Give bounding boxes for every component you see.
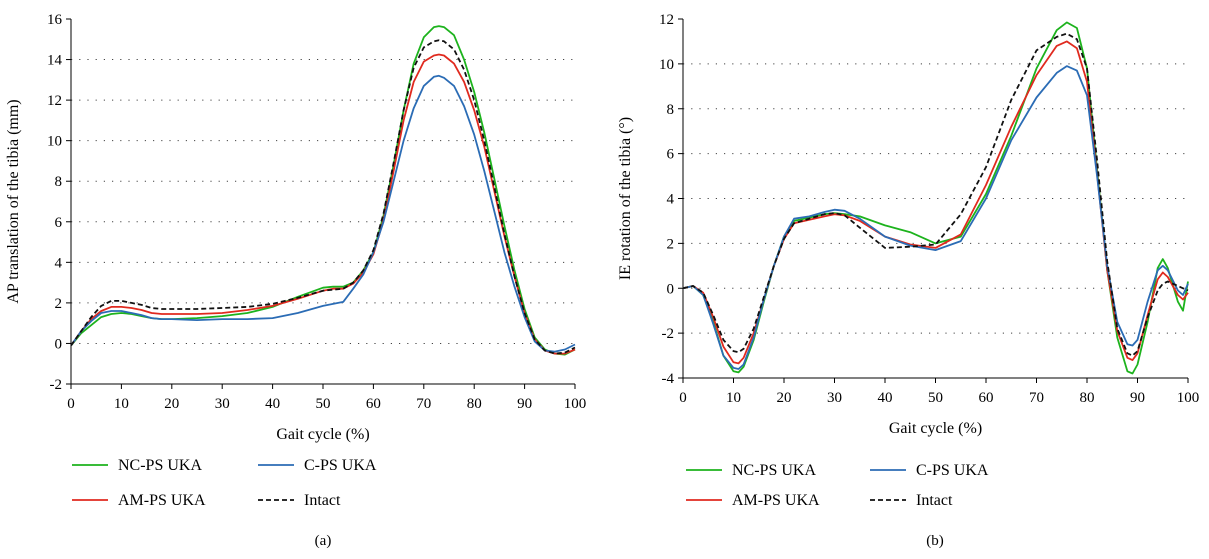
y-tick-label: 4 [667,192,675,208]
x-tick-label: 40 [265,396,280,412]
x-tick-label: 20 [164,396,179,412]
y-tick-label: 12 [47,93,62,109]
x-tick-label: 30 [215,396,230,412]
legend-label: AM-PS UKA [118,492,206,509]
legend-label: NC-PS UKA [732,462,816,479]
x-tick-label: 100 [1177,390,1200,406]
chart-panel-b: -4 -2 0 2 4 6 8 10 12 0 10 20 30 40 50 60 70 80 90 100 Gait … [617,12,1199,549]
y-tick-label: 2 [55,296,63,312]
legend-label: C-PS UKA [916,462,989,479]
y-tick-label: 12 [659,12,674,28]
y-tick-label: 2 [667,236,675,252]
panel-caption: (a) [315,533,332,549]
x-tick-label: 10 [114,396,129,412]
x-tick-label: 0 [679,390,687,406]
y-tick-label: -4 [662,371,675,387]
x-tick-label: 70 [1029,390,1044,406]
y-tick-label: 4 [55,255,63,271]
legend-label: AM-PS UKA [732,492,820,509]
x-tick-label: 80 [1080,390,1095,406]
y-tick-label: 6 [667,147,675,163]
y-axis-label: IE rotation of the tibia (°) [617,117,634,280]
y-tick-label: 0 [667,281,675,297]
series-line-c-ps-uka [682,65,1189,370]
x-tick-label: 90 [1130,390,1145,406]
series-line-nc-ps-uka [682,21,1189,375]
legend-label: Intact [304,492,341,509]
x-tick-label: 40 [878,390,893,406]
x-tick-label: 70 [416,396,431,412]
x-tick-label: 60 [979,390,994,406]
y-tick-label: 8 [55,174,63,190]
x-axis-label: Gait cycle (%) [276,426,369,443]
x-tick-label: 50 [928,390,943,406]
y-tick-label: 10 [659,57,674,73]
y-tick-label: 16 [47,12,63,28]
x-tick-label: 50 [316,396,331,412]
panel-caption: (b) [926,533,944,549]
y-axis-label: AP translation of the tibia (mm) [5,99,22,303]
x-tick-label: 0 [67,396,75,412]
x-tick-label: 80 [467,396,482,412]
x-tick-label: 10 [726,390,741,406]
y-tick-label: 14 [47,53,63,69]
y-tick-label: -2 [662,326,675,342]
y-tick-label: -2 [50,377,63,393]
legend-label: C-PS UKA [304,457,377,474]
x-tick-label: 30 [827,390,842,406]
x-tick-label: 20 [777,390,792,406]
y-tick-label: 0 [55,336,63,352]
x-tick-label: 100 [564,396,587,412]
series-line-intact [682,32,1189,357]
x-tick-label: 90 [517,396,532,412]
legend-label: Intact [916,492,953,509]
y-tick-label: 6 [55,215,63,231]
x-axis-label: Gait cycle (%) [889,420,982,437]
y-tick-label: 10 [47,134,62,150]
x-tick-label: 60 [366,396,381,412]
y-tick-label: 8 [667,102,675,118]
series-line-intact [70,39,576,355]
legend-label: NC-PS UKA [118,457,202,474]
